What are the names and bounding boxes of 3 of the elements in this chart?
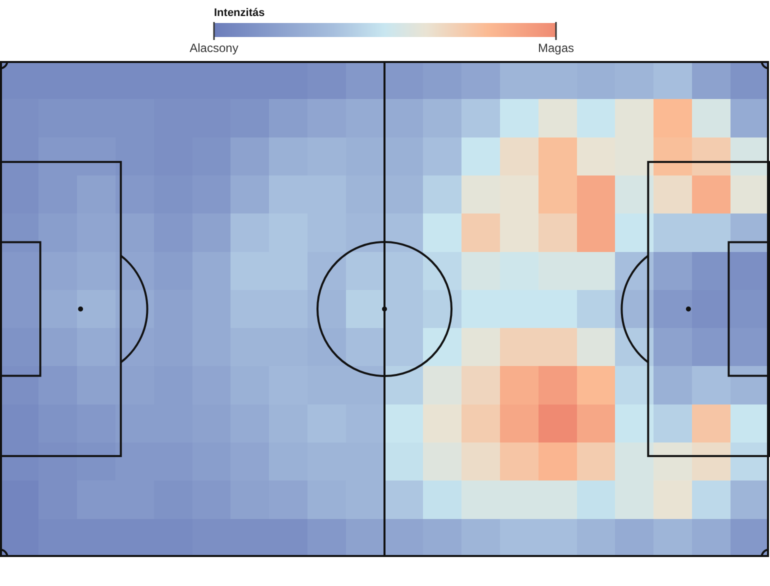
color-bar-title: Intenzitás (214, 7, 265, 19)
color-bar-label: Alacsony (190, 41, 238, 55)
color-bar-label: Magas (538, 41, 574, 55)
